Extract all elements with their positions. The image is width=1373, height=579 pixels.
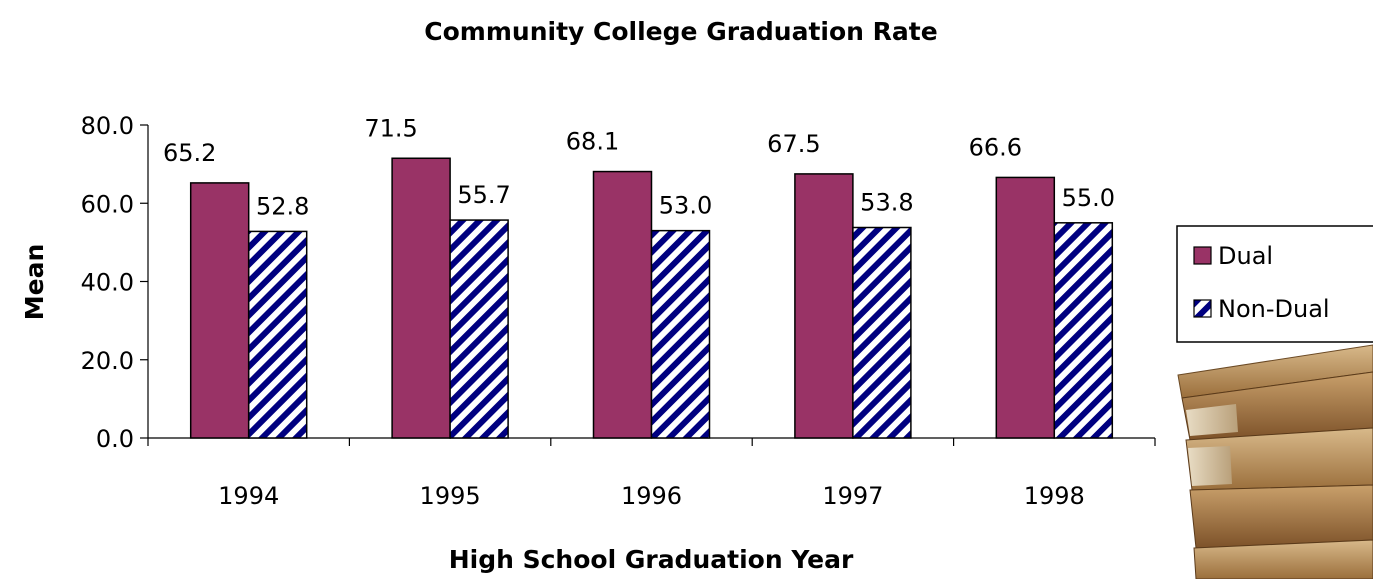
x-tick-label: 1995: [420, 482, 481, 510]
bar-non-dual: [852, 226, 912, 439]
data-label-non-dual: 55.7: [457, 181, 510, 209]
data-label-dual: 71.5: [364, 114, 417, 142]
x-axis: 1994 1995 1996 1997 1998: [147, 437, 1156, 510]
bars: [189, 157, 1114, 439]
book-2-pages: [1188, 446, 1232, 486]
data-label-dual: 67.5: [767, 130, 820, 158]
x-tick-label: 1996: [621, 482, 682, 510]
bar-dual: [592, 170, 653, 439]
data-label-non-dual: 55.0: [1062, 184, 1115, 212]
bar-dual: [794, 173, 854, 439]
stack-of-books-image: [1177, 344, 1373, 579]
bar-dual: [391, 157, 451, 439]
bar-non-dual: [449, 219, 509, 439]
data-label-non-dual: 53.8: [860, 189, 913, 217]
legend-swatch-non-dual: [1193, 299, 1212, 318]
x-tick-label: 1998: [1024, 482, 1085, 510]
y-axis: 0.0 20.0 40.0 60.0 80.0: [81, 112, 149, 453]
legend-label-dual: Dual: [1218, 242, 1273, 270]
bar-non-dual: [650, 229, 711, 439]
legend-swatch-dual: [1193, 246, 1212, 265]
bar-dual: [189, 182, 250, 439]
y-tick-label: 80.0: [81, 112, 134, 140]
book-3: [1189, 484, 1373, 549]
data-label-dual: 65.2: [163, 139, 216, 167]
bar-non-dual: [1053, 222, 1114, 439]
y-tick-label: 0.0: [96, 425, 134, 453]
x-tick-label: 1997: [822, 482, 883, 510]
bar-dual: [995, 176, 1056, 439]
y-tick-label: 20.0: [81, 347, 134, 375]
legend: Dual Non-Dual: [1176, 225, 1373, 343]
data-labels: 65.2 52.8 71.5 55.7 68.1 53.0 67.5 53.8 66.6 55.0: [163, 114, 1115, 220]
book-top-cover: [1177, 344, 1373, 399]
y-tick-label: 40.0: [81, 269, 134, 297]
legend-frame: [1176, 225, 1373, 343]
chart-title: Community College Graduation Rate: [424, 17, 937, 46]
legend-label-non-dual: Non-Dual: [1218, 295, 1330, 323]
data-label-dual: 68.1: [566, 128, 619, 156]
y-axis-title: Mean: [20, 244, 49, 321]
data-label-dual: 66.6: [969, 133, 1022, 161]
data-label-non-dual: 52.8: [256, 192, 309, 220]
x-tick-label: 1994: [218, 482, 279, 510]
x-axis-title: High School Graduation Year: [449, 545, 854, 574]
y-tick-label: 60.0: [81, 190, 134, 218]
bar-non-dual: [247, 230, 308, 439]
book-1-pages: [1186, 404, 1238, 436]
data-label-non-dual: 53.0: [659, 192, 712, 220]
book-4: [1193, 539, 1373, 579]
book-2: [1185, 427, 1373, 491]
